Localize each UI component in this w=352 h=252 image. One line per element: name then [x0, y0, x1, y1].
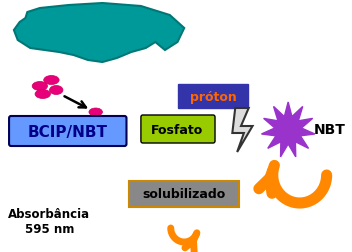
- Text: NBT: NBT: [314, 123, 346, 137]
- FancyBboxPatch shape: [130, 181, 239, 207]
- Polygon shape: [262, 102, 315, 157]
- Text: Absorbância
595 nm: Absorbância 595 nm: [8, 208, 90, 236]
- Ellipse shape: [89, 108, 102, 116]
- Polygon shape: [232, 108, 252, 152]
- Polygon shape: [14, 3, 184, 62]
- Text: BCIP/NBT: BCIP/NBT: [28, 124, 108, 140]
- Text: solubilizado: solubilizado: [143, 188, 226, 202]
- Ellipse shape: [44, 76, 59, 84]
- Ellipse shape: [32, 81, 48, 90]
- Text: próton: próton: [190, 90, 237, 104]
- Ellipse shape: [35, 89, 50, 99]
- Text: Fosfato: Fosfato: [151, 123, 203, 137]
- Ellipse shape: [50, 85, 63, 94]
- FancyBboxPatch shape: [9, 116, 126, 146]
- FancyBboxPatch shape: [141, 115, 215, 143]
- FancyBboxPatch shape: [178, 84, 248, 108]
